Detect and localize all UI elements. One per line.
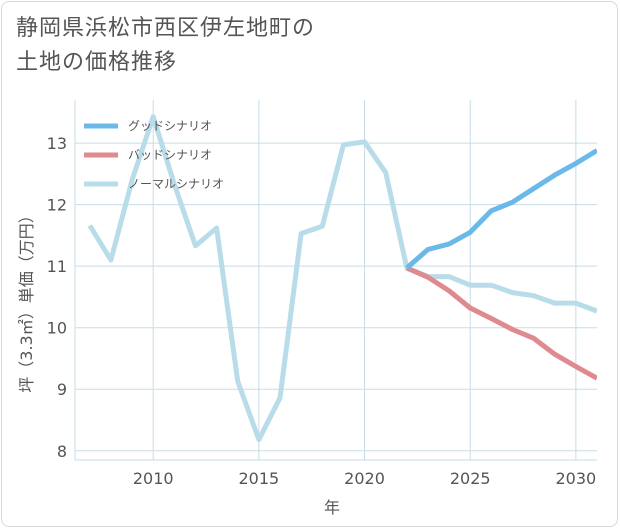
series-lines xyxy=(87,114,597,443)
x-tick-label-2030: 2030 xyxy=(556,469,597,488)
y-tick-label-12: 12 xyxy=(47,196,67,215)
grid-lines xyxy=(74,100,597,461)
legend-label-1: バッドシナリオ xyxy=(128,148,212,162)
y-tick-label-11: 11 xyxy=(47,257,67,276)
series-line-1 xyxy=(405,265,597,381)
axis-ticks: 8 9 10 11 12 13 2010 2015 2020 2025 2030 xyxy=(47,134,597,488)
x-tick-label-2020: 2020 xyxy=(344,469,385,488)
y-tick-label-10: 10 xyxy=(47,319,67,338)
y-tick-label-9: 9 xyxy=(57,380,67,399)
x-axis-label: 年 xyxy=(324,498,340,517)
legend-label-2: ノーマルシナリオ xyxy=(128,177,224,191)
legend-label-0: グッドシナリオ xyxy=(128,119,212,133)
y-axis-label: 坪（3.3㎡）単価（万円） xyxy=(17,207,36,392)
y-tick-label-8: 8 xyxy=(57,442,67,461)
series-line-2 xyxy=(87,114,597,443)
chart-title: 静岡県浜松市西区伊左地町の 土地の価格推移 xyxy=(16,12,436,80)
x-tick-label-2010: 2010 xyxy=(133,469,174,488)
chart-title-line2: 土地の価格推移 xyxy=(16,50,178,75)
x-tick-label-2025: 2025 xyxy=(450,469,491,488)
y-tick-label-13: 13 xyxy=(47,134,67,153)
x-tick-label-2015: 2015 xyxy=(239,469,280,488)
series-line-0 xyxy=(405,148,597,270)
chart-title-line1: 静岡県浜松市西区伊左地町の xyxy=(16,16,316,41)
